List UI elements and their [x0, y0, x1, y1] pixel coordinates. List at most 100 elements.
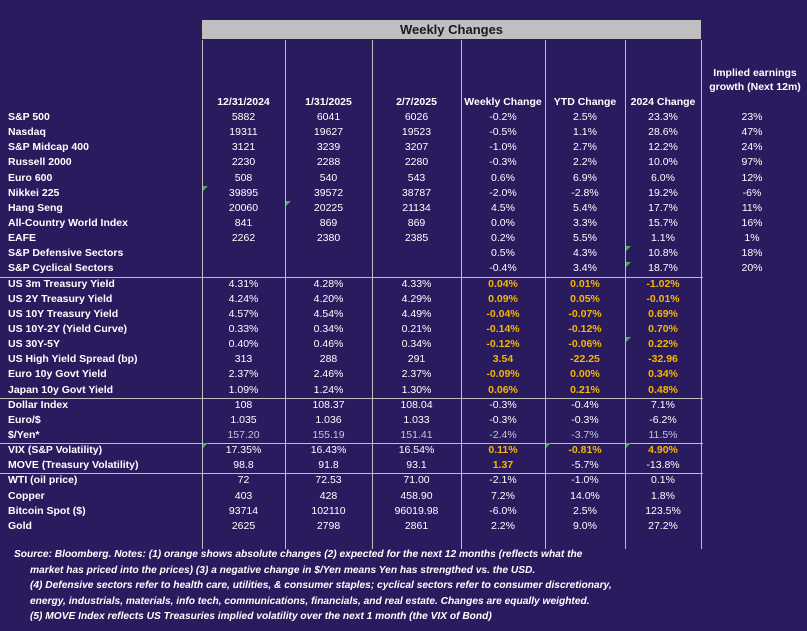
table-cell: -2.8% — [571, 186, 599, 199]
table-cell: 12.2% — [648, 141, 678, 154]
row-label: Nasdaq — [8, 126, 46, 139]
table-cell: -1.0% — [571, 474, 599, 487]
section-divider — [0, 473, 703, 475]
note-line: market has priced into the prices) (3) a… — [30, 564, 536, 576]
grid-line — [625, 40, 626, 549]
table-cell: 16.54% — [398, 444, 435, 457]
table-cell: -22.25 — [570, 353, 600, 366]
table-cell: 0.00% — [570, 368, 600, 381]
col-header-2024-change: 2024 Change — [630, 96, 696, 108]
row-label: All-Country World Index — [8, 216, 128, 229]
table-cell: -6% — [742, 186, 762, 199]
table-cell: -0.4% — [571, 398, 599, 411]
table-cell: 4.29% — [401, 292, 432, 305]
table-row: US High Yield Spread (bp) 313 288 291 3.54 -2… — [0, 352, 807, 367]
row-label: WTI (oil price) — [8, 474, 78, 487]
row-label: Hang Seng — [8, 201, 63, 214]
table-cell: 2262 — [231, 232, 256, 245]
table-cell: 4.33% — [401, 277, 432, 290]
cell-indicator-icon — [203, 185, 208, 191]
table-cell: 6.0% — [651, 171, 675, 184]
table-row: MOVE (Treasury Volatility) 98.8 91.8 93.1 1.… — [0, 458, 807, 473]
table-cell: 151.41 — [400, 428, 433, 441]
table-row: EAFE 2262 2380 2385 0.2% 5.5% 1.1% 1% — [0, 231, 807, 246]
table-cell: 2288 — [316, 156, 341, 169]
table-cell: 16.43% — [310, 444, 347, 457]
footnotes: Source: Bloomberg. Notes: (1) orange sho… — [14, 547, 794, 625]
table-row: Russell 2000 2230 2288 2280 -0.3% 2.2% 10.0% 97… — [0, 155, 807, 170]
table-cell: 155.19 — [312, 428, 345, 441]
table-cell: 0.5% — [491, 247, 515, 260]
col-header-date-1: 12/31/2024 — [217, 96, 270, 108]
table-cell: 21134 — [402, 201, 431, 214]
table-cell: 869 — [407, 216, 426, 229]
table-cell: 3.54 — [492, 353, 514, 366]
grid-line — [701, 40, 702, 549]
table-cell: 11.5% — [648, 428, 678, 441]
table-cell: -0.3% — [489, 413, 517, 426]
table-cell: 11% — [741, 201, 763, 214]
table-cell: 157.20 — [227, 428, 260, 441]
table-cell: 2385 — [404, 232, 429, 245]
table-cell: 4.49% — [401, 307, 432, 320]
table-cell: 4.90% — [648, 444, 678, 457]
table-cell: -0.14% — [486, 322, 520, 335]
table-cell: -0.12% — [486, 338, 520, 351]
table-cell: 18.7% — [648, 262, 678, 275]
grid-line — [285, 40, 286, 549]
note-line: (5) MOVE Index reflects US Treasuries im… — [30, 611, 492, 622]
table-cell: 0.05% — [570, 292, 600, 305]
table-cell: 0.11% — [488, 444, 518, 457]
row-label: S&P Midcap 400 — [8, 141, 89, 154]
table-cell: 0.06% — [488, 383, 518, 396]
table-cell: 7.2% — [491, 489, 515, 502]
table-cell: -0.81% — [568, 444, 602, 457]
table-row: WTI (oil price) 72 72.53 71.00 -2.1% -1.0% 0.1… — [0, 473, 807, 488]
table-cell: 108.04 — [400, 398, 433, 411]
table-row: All-Country World Index 841 869 869 0.0% 3.3%… — [0, 216, 807, 231]
table-cell: 96019.98 — [394, 504, 439, 517]
table-cell: 10.8% — [648, 247, 678, 260]
table-cell: 4.28% — [313, 277, 344, 290]
table-cell: 123.5% — [645, 504, 681, 517]
table-cell: -0.09% — [486, 368, 520, 381]
row-label: Dollar Index — [8, 398, 69, 411]
row-label: US 30Y-5Y — [8, 338, 60, 351]
col-header-ytd-change: YTD Change — [553, 96, 617, 108]
row-label: Japan 10y Govt Yield — [8, 383, 114, 396]
cell-indicator-icon — [626, 261, 631, 267]
table-cell: 1.1% — [573, 126, 597, 139]
note-line: Source: Bloomberg. Notes: (1) orange sho… — [14, 549, 583, 560]
table-cell: -6.0% — [489, 504, 517, 517]
table-row: Bitcoin Spot ($) 93714 102110 96019.98 -6.0%… — [0, 504, 807, 519]
table-cell: -13.8% — [646, 459, 680, 472]
grid-line — [202, 40, 203, 549]
table-cell: 18% — [741, 247, 763, 260]
col-header-implied-earnings: Implied earnings growth (Next 12m) — [709, 67, 801, 93]
row-label: Bitcoin Spot ($) — [8, 504, 86, 517]
table-cell: 3.3% — [573, 216, 597, 229]
note-line: (4) Defensive sectors refer to health ca… — [30, 580, 612, 591]
table-cell: 4.3% — [573, 247, 597, 260]
table-cell: 0.48% — [648, 383, 678, 396]
row-label: Russell 2000 — [8, 156, 72, 169]
table-row: Euro 10y Govt Yield 2.37% 2.46% 2.37% -0.09%… — [0, 367, 807, 382]
table-cell: 12% — [741, 171, 763, 184]
table-cell: 458.90 — [400, 489, 433, 502]
row-label: Nikkei 225 — [8, 186, 60, 199]
table-cell: 2.2% — [491, 519, 515, 532]
table-cell: 98.8 — [233, 459, 254, 472]
cell-indicator-icon — [626, 337, 631, 343]
table-cell: 23.3% — [648, 111, 678, 123]
table-cell: -0.4% — [489, 262, 517, 275]
table-row: $/Yen* 157.20 155.19 151.41 -2.4% -3.7% 11.5% — [0, 428, 807, 443]
row-label: EAFE — [8, 232, 37, 245]
table-cell: 1% — [744, 232, 760, 245]
table-cell: -2.4% — [489, 428, 517, 441]
table-cell: -2.0% — [489, 186, 517, 199]
table-cell: 15.7% — [648, 216, 678, 229]
table-cell: -0.07% — [568, 307, 602, 320]
table-cell: 0.04% — [488, 277, 518, 290]
table-row: S&P 500 5882 6041 6026 -0.2% 2.5% 23.3% 23% — [0, 110, 807, 125]
table-cell: 5.5% — [573, 232, 597, 245]
